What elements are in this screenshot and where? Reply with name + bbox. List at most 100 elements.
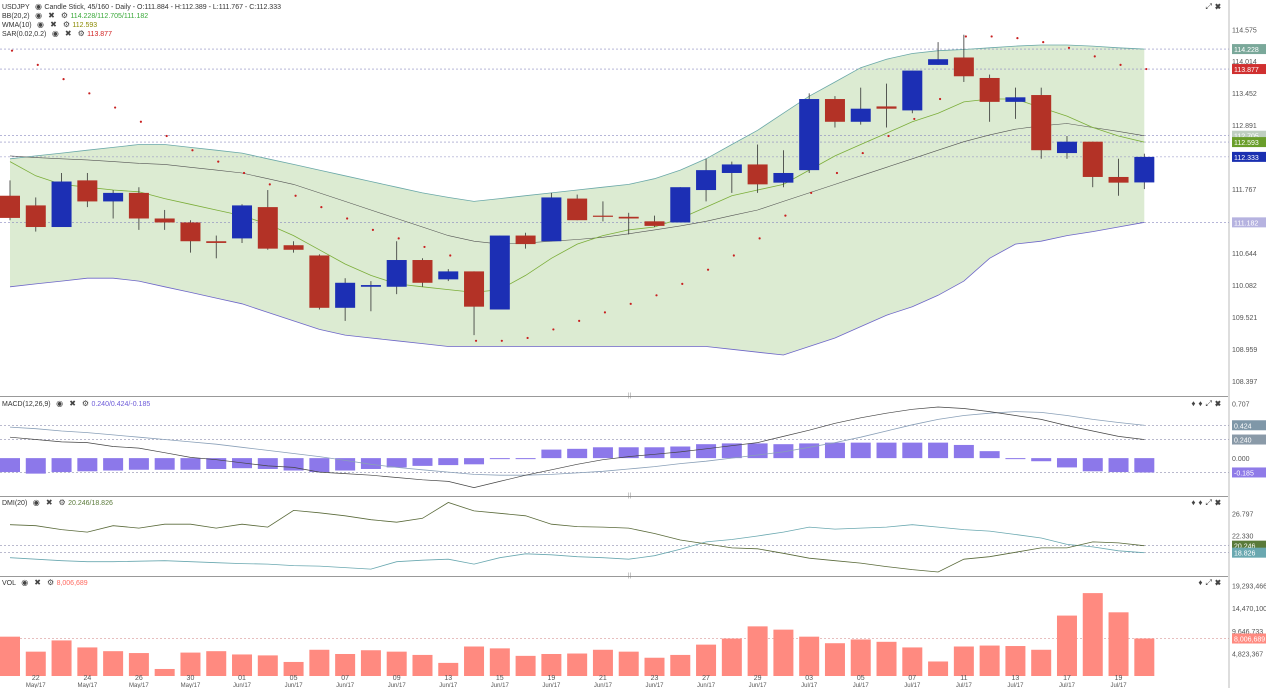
vol-title: VOL [2, 580, 16, 587]
close-icon[interactable]: ✖ [1214, 2, 1224, 11]
macd-histogram-bar [335, 458, 356, 471]
panel-divider[interactable] [0, 576, 1228, 577]
eye-icon[interactable]: ◉ [51, 29, 59, 38]
price-y-tick: 114.575 [1232, 27, 1257, 34]
close-icon[interactable]: ✖ [50, 20, 57, 29]
eye-icon[interactable]: ◉ [32, 498, 40, 507]
gear-icon[interactable]: ⚙ [62, 20, 70, 29]
sar-dot [88, 92, 91, 95]
sar-dot [500, 339, 503, 342]
price-y-tick: 113.452 [1232, 91, 1257, 98]
vol-y-tick: 4,823,367 [1232, 651, 1263, 658]
gear-icon[interactable]: ⚙ [60, 11, 69, 20]
sar-dot [603, 311, 607, 314]
x-tick-month: Jun/17 [336, 683, 355, 688]
volume-bar [386, 651, 407, 676]
eye-icon[interactable]: ◉ [34, 2, 42, 11]
close-icon[interactable]: ✖ [1214, 399, 1224, 408]
macd-histogram-bar [1134, 458, 1155, 473]
indicator-row-bb: BB(20,2) ◉ ✖ ⚙ 114.228/112.705/111.182 [2, 11, 148, 21]
dmi-y-tick: 26.797 [1232, 511, 1254, 518]
price-y-tick: 110.082 [1232, 283, 1257, 290]
candle-body [77, 180, 98, 202]
bb-middle-line [9, 123, 1145, 245]
x-tick-day: 07 [341, 675, 349, 682]
volume-bar [953, 646, 974, 676]
candle-body [721, 164, 742, 173]
volume-bar [180, 652, 201, 676]
x-tick-day: 01 [238, 675, 246, 682]
gear-icon[interactable]: ⚙ [77, 29, 85, 38]
gear-icon[interactable]: ⚙ [58, 498, 66, 507]
expand-icon[interactable]: ⤢ [1205, 578, 1215, 587]
price-label-bg [1232, 44, 1266, 55]
macd-histogram-bar [51, 458, 72, 473]
dmi-minus-line [9, 502, 1145, 573]
macd-histogram-bar [618, 447, 639, 459]
eye-icon[interactable]: ◉ [21, 578, 29, 587]
expand-icon[interactable]: ⤢ [1205, 399, 1215, 408]
sar-dot [1145, 67, 1148, 71]
close-icon[interactable]: ✖ [48, 11, 55, 20]
candle-body [1108, 176, 1129, 183]
volume-bar [438, 662, 459, 676]
macd-title: MACD(12,26,9) [2, 401, 51, 408]
resize-handle-icon[interactable]: || [628, 573, 632, 579]
volume-bar [799, 636, 820, 676]
close-icon[interactable]: ✖ [34, 578, 41, 587]
close-icon[interactable]: ✖ [1214, 498, 1224, 507]
macd-panel-controls: ♦♦⤢✖ [1191, 399, 1224, 409]
gear-icon[interactable]: ⚙ [81, 399, 90, 408]
candle-body [232, 205, 253, 239]
eye-icon[interactable]: ◉ [56, 399, 64, 408]
arrow-up-icon[interactable]: ♦ [1191, 498, 1199, 507]
macd-histogram-bar [928, 442, 949, 459]
macd-header: MACD(12,26,9) ◉ ✖ ⚙ 0.240/0.424/-0.185 [2, 399, 150, 409]
macd-histogram-bar [232, 458, 253, 469]
x-tick-day: 24 [83, 675, 91, 682]
expand-icon[interactable]: ⤢ [1205, 2, 1215, 11]
close-icon[interactable]: ✖ [69, 399, 76, 408]
macd-histogram-bar [386, 458, 407, 468]
panel-divider[interactable] [0, 396, 1228, 397]
close-icon[interactable]: ✖ [45, 498, 53, 507]
sar-dot [706, 268, 710, 271]
candle-body [103, 192, 124, 202]
price-y-tick: 110.644 [1232, 251, 1257, 258]
x-tick-month: May/17 [181, 683, 201, 688]
x-tick-month: Jun/17 [439, 683, 458, 688]
candle-body [360, 285, 381, 287]
volume-bar [670, 654, 691, 676]
macd-histogram-bar [128, 458, 149, 470]
arrow-down-icon[interactable]: ♦ [1198, 399, 1206, 408]
arrow-up-icon[interactable]: ♦ [1191, 399, 1199, 408]
arrow-up-icon[interactable]: ♦ [1198, 578, 1206, 587]
symbol-label: USDJPY [2, 4, 30, 11]
sar-dot [990, 35, 993, 38]
volume-bar [1005, 646, 1026, 676]
sar-dot [474, 339, 478, 342]
resize-handle-icon[interactable]: || [628, 393, 632, 399]
macd-histogram-bar [103, 458, 124, 471]
resize-handle-icon[interactable]: || [628, 493, 632, 499]
candle-body [953, 57, 974, 77]
volume-bar [979, 645, 1000, 676]
candle-body [1005, 97, 1026, 102]
eye-icon[interactable]: ◉ [37, 20, 44, 29]
candle-body [128, 192, 149, 219]
eye-icon[interactable]: ◉ [35, 11, 43, 20]
close-icon[interactable]: ✖ [1214, 578, 1224, 587]
gear-icon[interactable]: ⚙ [47, 578, 55, 587]
candle-body [1082, 141, 1103, 177]
x-tick-day: 05 [290, 675, 298, 682]
expand-icon[interactable]: ⤢ [1205, 498, 1215, 507]
macd-signal-line [9, 411, 1145, 476]
volume-bar [103, 651, 124, 676]
macd-histogram-bar [721, 443, 742, 459]
arrow-down-icon[interactable]: ♦ [1198, 498, 1206, 507]
candle-body [154, 218, 175, 223]
candle-body [489, 235, 510, 310]
close-icon[interactable]: ✖ [64, 29, 72, 38]
panel-divider[interactable] [0, 496, 1228, 497]
